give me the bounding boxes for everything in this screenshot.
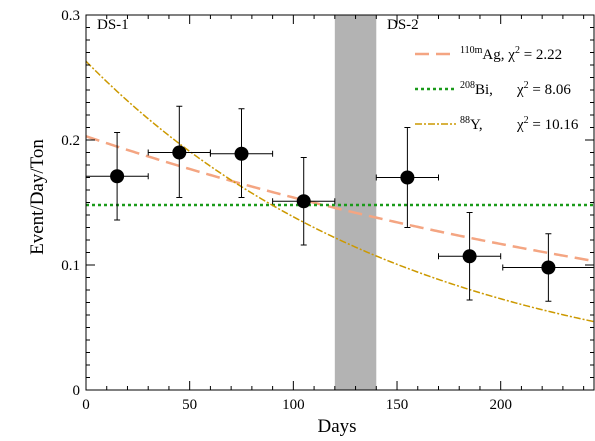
data-point-1 [85,132,149,221]
data-marker [462,249,477,264]
fit-curve-3 [85,60,595,323]
shaded-band [334,15,377,390]
y-axis-title: Event/Day/Ton [27,139,48,255]
x-axis-title: Days [317,416,356,437]
x-tick-label: 100 [282,397,305,413]
data-point-5 [375,127,439,228]
ticks-layer: 0 50 100 150 200 0 0.1 0.2 0.3 [61,8,594,413]
data-marker [541,260,556,275]
legend-chi2-y: χ2 = 10.16 [516,115,579,133]
legend-label-ag: 110mAg, χ2 = 2.22 [460,45,562,63]
data-marker [110,169,125,184]
legend-label-y: 88Y, [460,115,483,133]
region-label-ds2: DS-2 [387,17,419,33]
data-marker [172,145,187,160]
fit-curves-layer [85,60,595,323]
data-marker [234,146,249,161]
legend: 110mAg, χ2 = 2.22 208Bi, χ2 = 8.06 88Y, … [415,45,579,133]
shaded-band-layer [334,15,377,390]
y-tick-label: 0 [73,383,81,399]
data-marker [400,170,415,185]
data-points-layer [85,105,595,302]
data-point-3 [209,108,274,198]
region-label-ds1: DS-1 [97,17,129,33]
x-tick-label: 50 [182,397,197,413]
fit-curve-1 [85,135,595,263]
data-point-2 [147,105,211,198]
data-point-6 [437,212,502,301]
data-point-7 [502,233,595,302]
legend-chi2-bi: χ2 = 8.06 [516,80,571,98]
data-marker [296,194,311,209]
y-tick-label: 0.1 [61,258,80,274]
x-tick-label: 150 [386,397,409,413]
y-tick-label: 0.3 [61,8,80,24]
y-tick-label: 0.2 [61,133,80,149]
legend-label-bi: 208Bi, [460,80,493,98]
x-tick-label: 0 [82,397,90,413]
x-tick-label: 200 [489,397,512,413]
data-point-4 [272,157,336,246]
